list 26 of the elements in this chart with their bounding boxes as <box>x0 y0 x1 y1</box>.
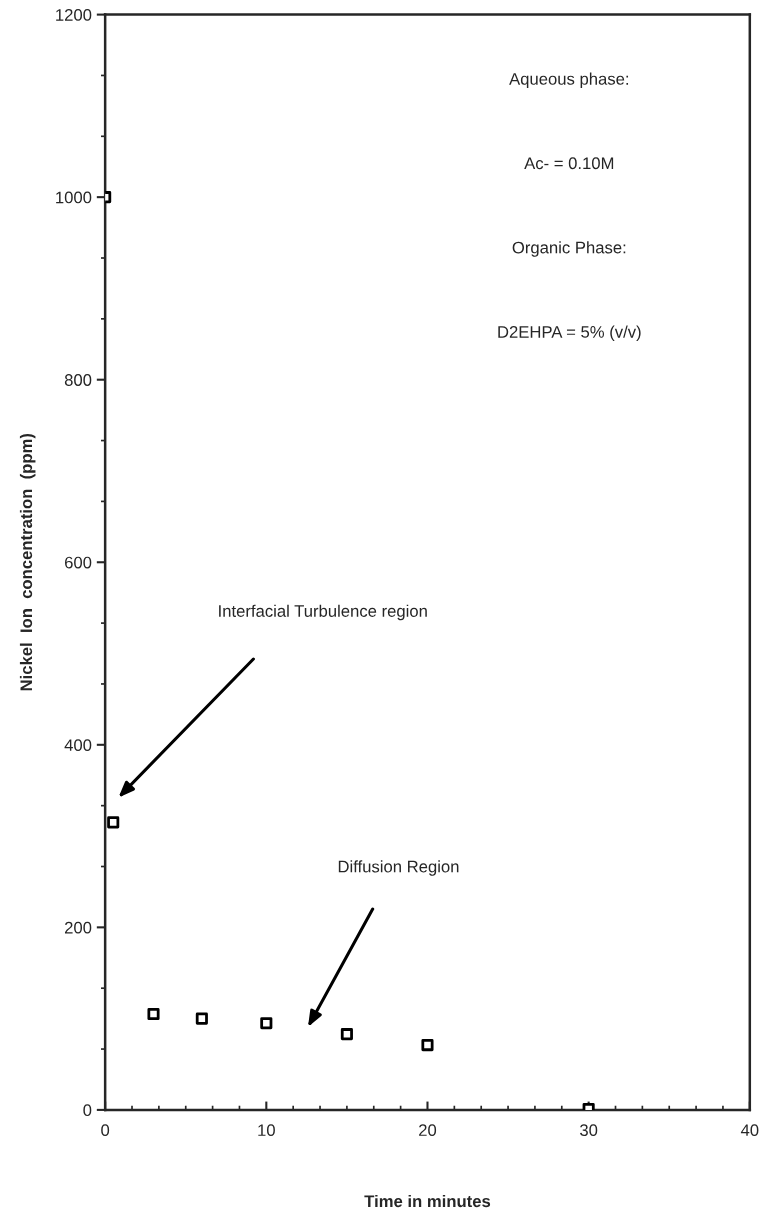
annotation: Ac- = 0.10M <box>524 157 614 170</box>
y-tick-label: 800 <box>64 374 92 386</box>
y-tick-label: 1200 <box>56 9 92 21</box>
y-tick-label: 1000 <box>56 191 92 204</box>
point <box>147 1008 160 1021</box>
x-axis-title: Time in minutes <box>364 1194 491 1208</box>
y-tick-label: 400 <box>64 739 92 752</box>
x-tick-label: 20 <box>419 1124 437 1137</box>
annotation: Interfacial Turbulence region <box>219 604 427 621</box>
point <box>107 816 120 829</box>
annotation: Aqueous phase: <box>509 72 629 89</box>
point <box>340 1028 353 1041</box>
point <box>195 1012 208 1025</box>
point <box>421 1039 434 1052</box>
x-tick-label: 10 <box>258 1124 275 1137</box>
x-tick-label: 0 <box>101 1124 110 1137</box>
y-tick-label: 600 <box>65 556 92 569</box>
point <box>260 1017 273 1030</box>
annotation: D2EHPA = 5% (v/v) <box>498 325 641 342</box>
y-tick-label: 0 <box>83 1104 92 1117</box>
x-tick-label: 30 <box>580 1124 598 1137</box>
y-axis-title: Nickel Ion concentration (ppm) <box>19 433 36 691</box>
x-tick-label: 40 <box>740 1124 759 1137</box>
annotation: Organic Phase: <box>512 241 626 257</box>
y-tick-label: 200 <box>65 921 92 934</box>
annotation: Diffusion Region <box>338 860 459 876</box>
